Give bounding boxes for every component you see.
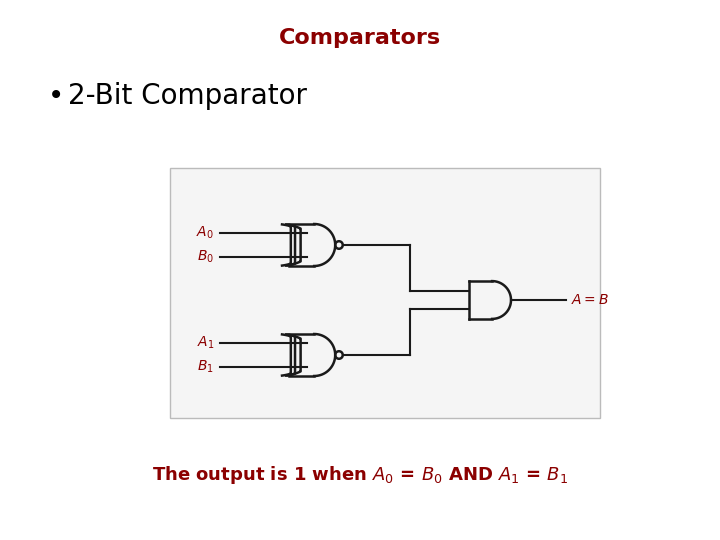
Text: $A_0$: $A_0$ xyxy=(197,225,214,241)
Text: •: • xyxy=(48,82,64,110)
Text: $B_0$: $B_0$ xyxy=(197,248,214,265)
Bar xyxy=(170,168,600,418)
Text: The output is 1 when $A_0$ = $B_0$ AND $A_1$ = $B_1$: The output is 1 when $A_0$ = $B_0$ AND $… xyxy=(152,464,568,486)
Text: $B_1$: $B_1$ xyxy=(197,359,214,375)
Text: $A_1$: $A_1$ xyxy=(197,335,214,352)
Text: 2-Bit Comparator: 2-Bit Comparator xyxy=(68,82,307,110)
Text: $A = B$: $A = B$ xyxy=(571,293,609,307)
Text: Comparators: Comparators xyxy=(279,28,441,48)
